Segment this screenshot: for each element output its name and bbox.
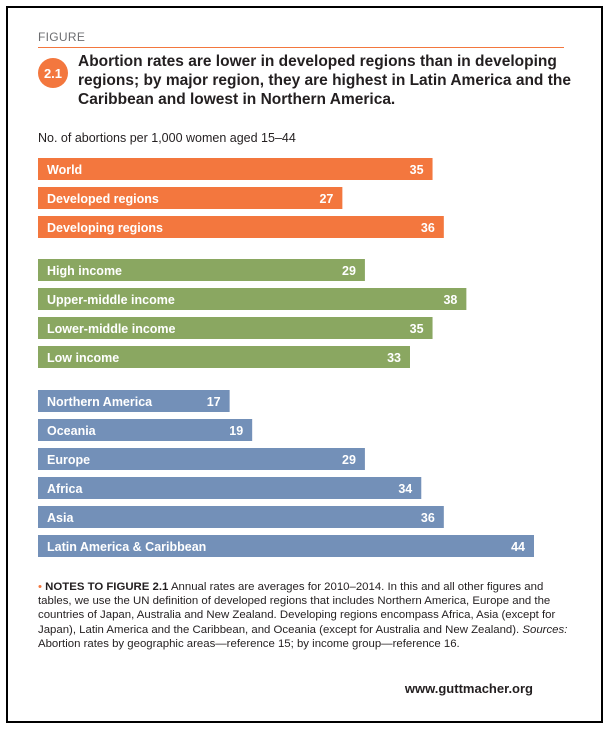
sources-label: Sources:	[522, 623, 568, 636]
value-label-high-income: 29	[342, 264, 356, 278]
category-label-europe: Europe	[47, 453, 90, 467]
value-label-asia: 36	[421, 511, 435, 525]
category-label-latin-america-caribbean: Latin America & Caribbean	[47, 540, 206, 554]
category-label-upper-middle-income: Upper-middle income	[47, 293, 175, 307]
sources-text: Abortion rates by geographic areas—refer…	[38, 637, 460, 650]
unit-label: No. of abortions per 1,000 women aged 15…	[38, 131, 296, 145]
value-label-latin-america-caribbean: 44	[511, 540, 525, 554]
bar-world	[38, 158, 433, 180]
category-label-asia: Asia	[47, 511, 74, 525]
value-label-northern-america: 17	[207, 395, 221, 409]
bar-developed-regions	[38, 187, 343, 209]
category-label-lower-middle-income: Lower-middle income	[47, 322, 176, 336]
category-label-oceania: Oceania	[47, 424, 97, 438]
notes-heading: NOTES TO FIGURE 2.1	[45, 581, 169, 593]
category-label-high-income: High income	[47, 264, 122, 278]
bar-northern-america	[38, 390, 230, 412]
bar-latin-america-caribbean	[38, 535, 534, 557]
figure-rule	[38, 47, 564, 48]
bar-high-income	[38, 259, 365, 281]
bar-oceania	[38, 419, 253, 441]
value-label-oceania: 19	[229, 424, 243, 438]
bar-low-income	[38, 346, 410, 368]
bar-europe	[38, 448, 365, 470]
value-label-world: 35	[410, 163, 424, 177]
website-link[interactable]: www.guttmacher.org	[404, 681, 533, 696]
value-label-low-income: 33	[387, 351, 401, 365]
bar-upper-middle-income	[38, 288, 467, 310]
figure-number-badge: 2.1	[38, 58, 68, 88]
value-label-developing-regions: 36	[421, 221, 435, 235]
category-label-developing-regions: Developing regions	[47, 221, 163, 235]
category-label-developed-regions: Developed regions	[47, 192, 159, 206]
value-label-upper-middle-income: 38	[443, 293, 457, 307]
value-label-africa: 34	[398, 482, 412, 496]
value-label-lower-middle-income: 35	[410, 322, 424, 336]
figure-label: FIGURE	[38, 30, 86, 44]
category-label-world: World	[47, 163, 82, 177]
bar-africa	[38, 477, 422, 499]
notes-bullet: •	[38, 581, 42, 593]
notes: • NOTES TO FIGURE 2.1 Annual rates are a…	[38, 580, 573, 651]
category-label-northern-america: Northern America	[47, 395, 153, 409]
value-label-europe: 29	[342, 453, 356, 467]
chart-title: Abortion rates are lower in developed re…	[78, 53, 571, 108]
notes-body: Annual rates are averages for 2010–2014.…	[38, 581, 556, 636]
bar-developing-regions	[38, 216, 444, 238]
bar-asia	[38, 506, 444, 528]
bar-lower-middle-income	[38, 317, 433, 339]
value-label-developed-regions: 27	[319, 192, 333, 206]
category-label-africa: Africa	[47, 482, 83, 496]
category-label-low-income: Low income	[47, 351, 119, 365]
